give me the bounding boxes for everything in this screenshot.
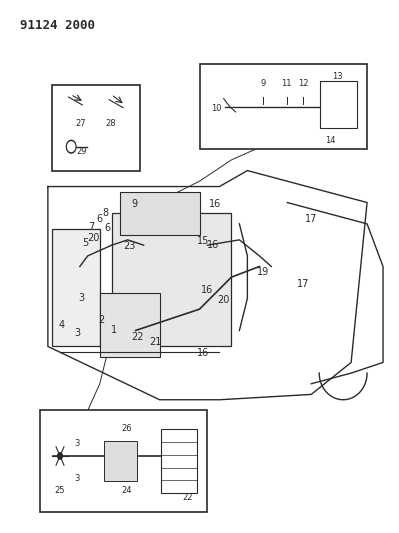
Text: 8: 8	[103, 208, 109, 218]
Text: 3: 3	[74, 474, 79, 483]
Text: 29: 29	[77, 147, 87, 156]
Text: 20: 20	[87, 233, 100, 243]
Text: 22: 22	[131, 332, 144, 342]
Text: 17: 17	[305, 214, 318, 223]
Bar	[120, 192, 200, 235]
Text: 3: 3	[75, 328, 81, 338]
Circle shape	[57, 453, 62, 459]
Text: 91124 2000: 91124 2000	[20, 19, 95, 31]
Text: 1: 1	[111, 326, 117, 335]
Text: 10: 10	[211, 104, 221, 113]
Text: 9: 9	[132, 199, 138, 208]
Bar	[40, 410, 207, 512]
Bar	[52, 229, 100, 346]
Text: 24: 24	[122, 487, 132, 496]
Text: 28: 28	[105, 119, 116, 128]
Text: 3: 3	[79, 294, 85, 303]
Text: 27: 27	[75, 119, 86, 128]
Text: 16: 16	[197, 349, 209, 358]
Text: 9: 9	[261, 79, 266, 88]
Text: 11: 11	[281, 79, 292, 88]
Bar	[160, 429, 198, 494]
Text: 25: 25	[55, 486, 65, 495]
Text: 15: 15	[196, 236, 209, 246]
Text: 6: 6	[97, 214, 103, 223]
Text: 20: 20	[217, 295, 230, 304]
Bar	[200, 64, 367, 149]
Bar	[320, 81, 357, 128]
Text: 13: 13	[332, 72, 342, 82]
Text: 22: 22	[182, 492, 193, 502]
Text: 2: 2	[99, 315, 105, 325]
Circle shape	[67, 142, 75, 151]
Text: 7: 7	[89, 222, 95, 231]
Circle shape	[66, 140, 76, 153]
Text: 26: 26	[122, 424, 132, 433]
Text: 5: 5	[83, 238, 89, 247]
Text: 16: 16	[209, 199, 221, 208]
Text: 19: 19	[257, 267, 269, 277]
Bar	[100, 293, 160, 357]
Text: 16: 16	[207, 240, 219, 250]
Bar	[52, 85, 140, 171]
Bar	[112, 213, 231, 346]
Text: 21: 21	[149, 337, 162, 347]
Text: 6: 6	[105, 223, 111, 233]
Text: 4: 4	[59, 320, 65, 330]
Text: 3: 3	[74, 439, 79, 448]
Text: 14: 14	[325, 136, 336, 146]
Bar	[104, 441, 137, 481]
Text: 16: 16	[201, 286, 213, 295]
Text: 17: 17	[297, 279, 310, 288]
Text: 12: 12	[298, 79, 309, 88]
Text: 23: 23	[123, 241, 136, 251]
